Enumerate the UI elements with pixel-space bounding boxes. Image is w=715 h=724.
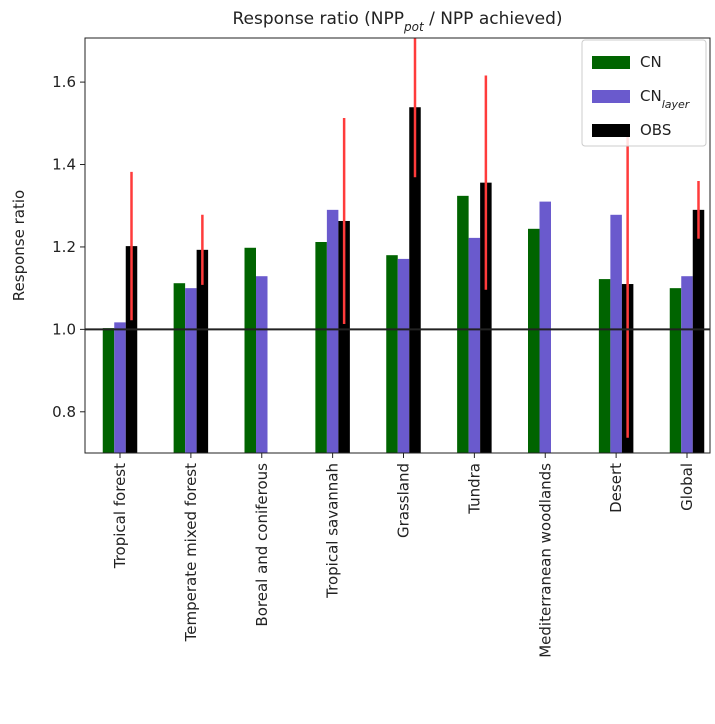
y-tick-label: 1.6 bbox=[52, 73, 76, 91]
legend-label-part: OBS bbox=[640, 121, 671, 139]
plot-area bbox=[85, 38, 710, 453]
bar bbox=[244, 247, 256, 453]
bar bbox=[539, 201, 551, 453]
bar bbox=[598, 279, 611, 453]
bar bbox=[125, 246, 138, 453]
legend-label: CN bbox=[640, 53, 662, 71]
bar bbox=[528, 228, 540, 453]
bar bbox=[480, 182, 492, 453]
legend-label: CNlayer bbox=[640, 87, 691, 111]
bar bbox=[185, 288, 197, 453]
x-tick-label: Boreal and coniferous bbox=[253, 463, 271, 627]
title-part: Response ratio (NPP bbox=[232, 9, 404, 29]
title-part: pot bbox=[403, 20, 425, 34]
legend-swatch bbox=[592, 56, 630, 69]
y-tick-label: 0.8 bbox=[52, 403, 76, 421]
legend-label: OBS bbox=[640, 121, 671, 139]
legend-swatch bbox=[592, 124, 630, 137]
bar bbox=[196, 249, 209, 453]
y-axis-label: Response ratio bbox=[10, 190, 28, 301]
bar bbox=[457, 195, 469, 453]
x-tick-label: Mediterranean woodlands bbox=[536, 463, 554, 658]
bar bbox=[114, 322, 126, 453]
bar bbox=[386, 255, 398, 453]
bar bbox=[256, 276, 268, 453]
bar bbox=[468, 237, 481, 453]
bar bbox=[173, 283, 186, 453]
x-tick-label: Desert bbox=[607, 463, 625, 513]
x-tick-label: Tropical savannah bbox=[324, 463, 342, 599]
bar bbox=[681, 276, 693, 453]
title-part: / NPP achieved) bbox=[424, 9, 563, 29]
axes-frame bbox=[84, 37, 711, 454]
bar bbox=[102, 328, 115, 453]
x-tick-label: Tropical forest bbox=[111, 463, 129, 569]
legend-swatch bbox=[592, 90, 630, 103]
bar bbox=[692, 209, 705, 453]
legend-label-part: CN bbox=[640, 87, 662, 105]
bar bbox=[315, 241, 327, 453]
bar bbox=[338, 220, 350, 453]
y-tick-label: 1.0 bbox=[52, 320, 76, 338]
legend-label-part: CN bbox=[640, 53, 662, 71]
x-tick-label: Global bbox=[678, 463, 696, 511]
x-tick-label: Temperate mixed forest bbox=[182, 463, 200, 642]
x-tick-label: Tundra bbox=[465, 463, 483, 515]
x-tick-label: Grassland bbox=[395, 463, 413, 538]
y-tick-label: 1.4 bbox=[52, 156, 76, 174]
bar bbox=[326, 209, 339, 453]
y-tick-label: 1.2 bbox=[52, 238, 76, 256]
bar bbox=[397, 258, 410, 453]
legend-label-part: layer bbox=[662, 98, 691, 111]
chart-title: Response ratio (NPPpot / NPP achieved) bbox=[232, 9, 562, 34]
bar bbox=[610, 214, 622, 453]
bar bbox=[409, 107, 421, 453]
bar bbox=[669, 288, 682, 453]
